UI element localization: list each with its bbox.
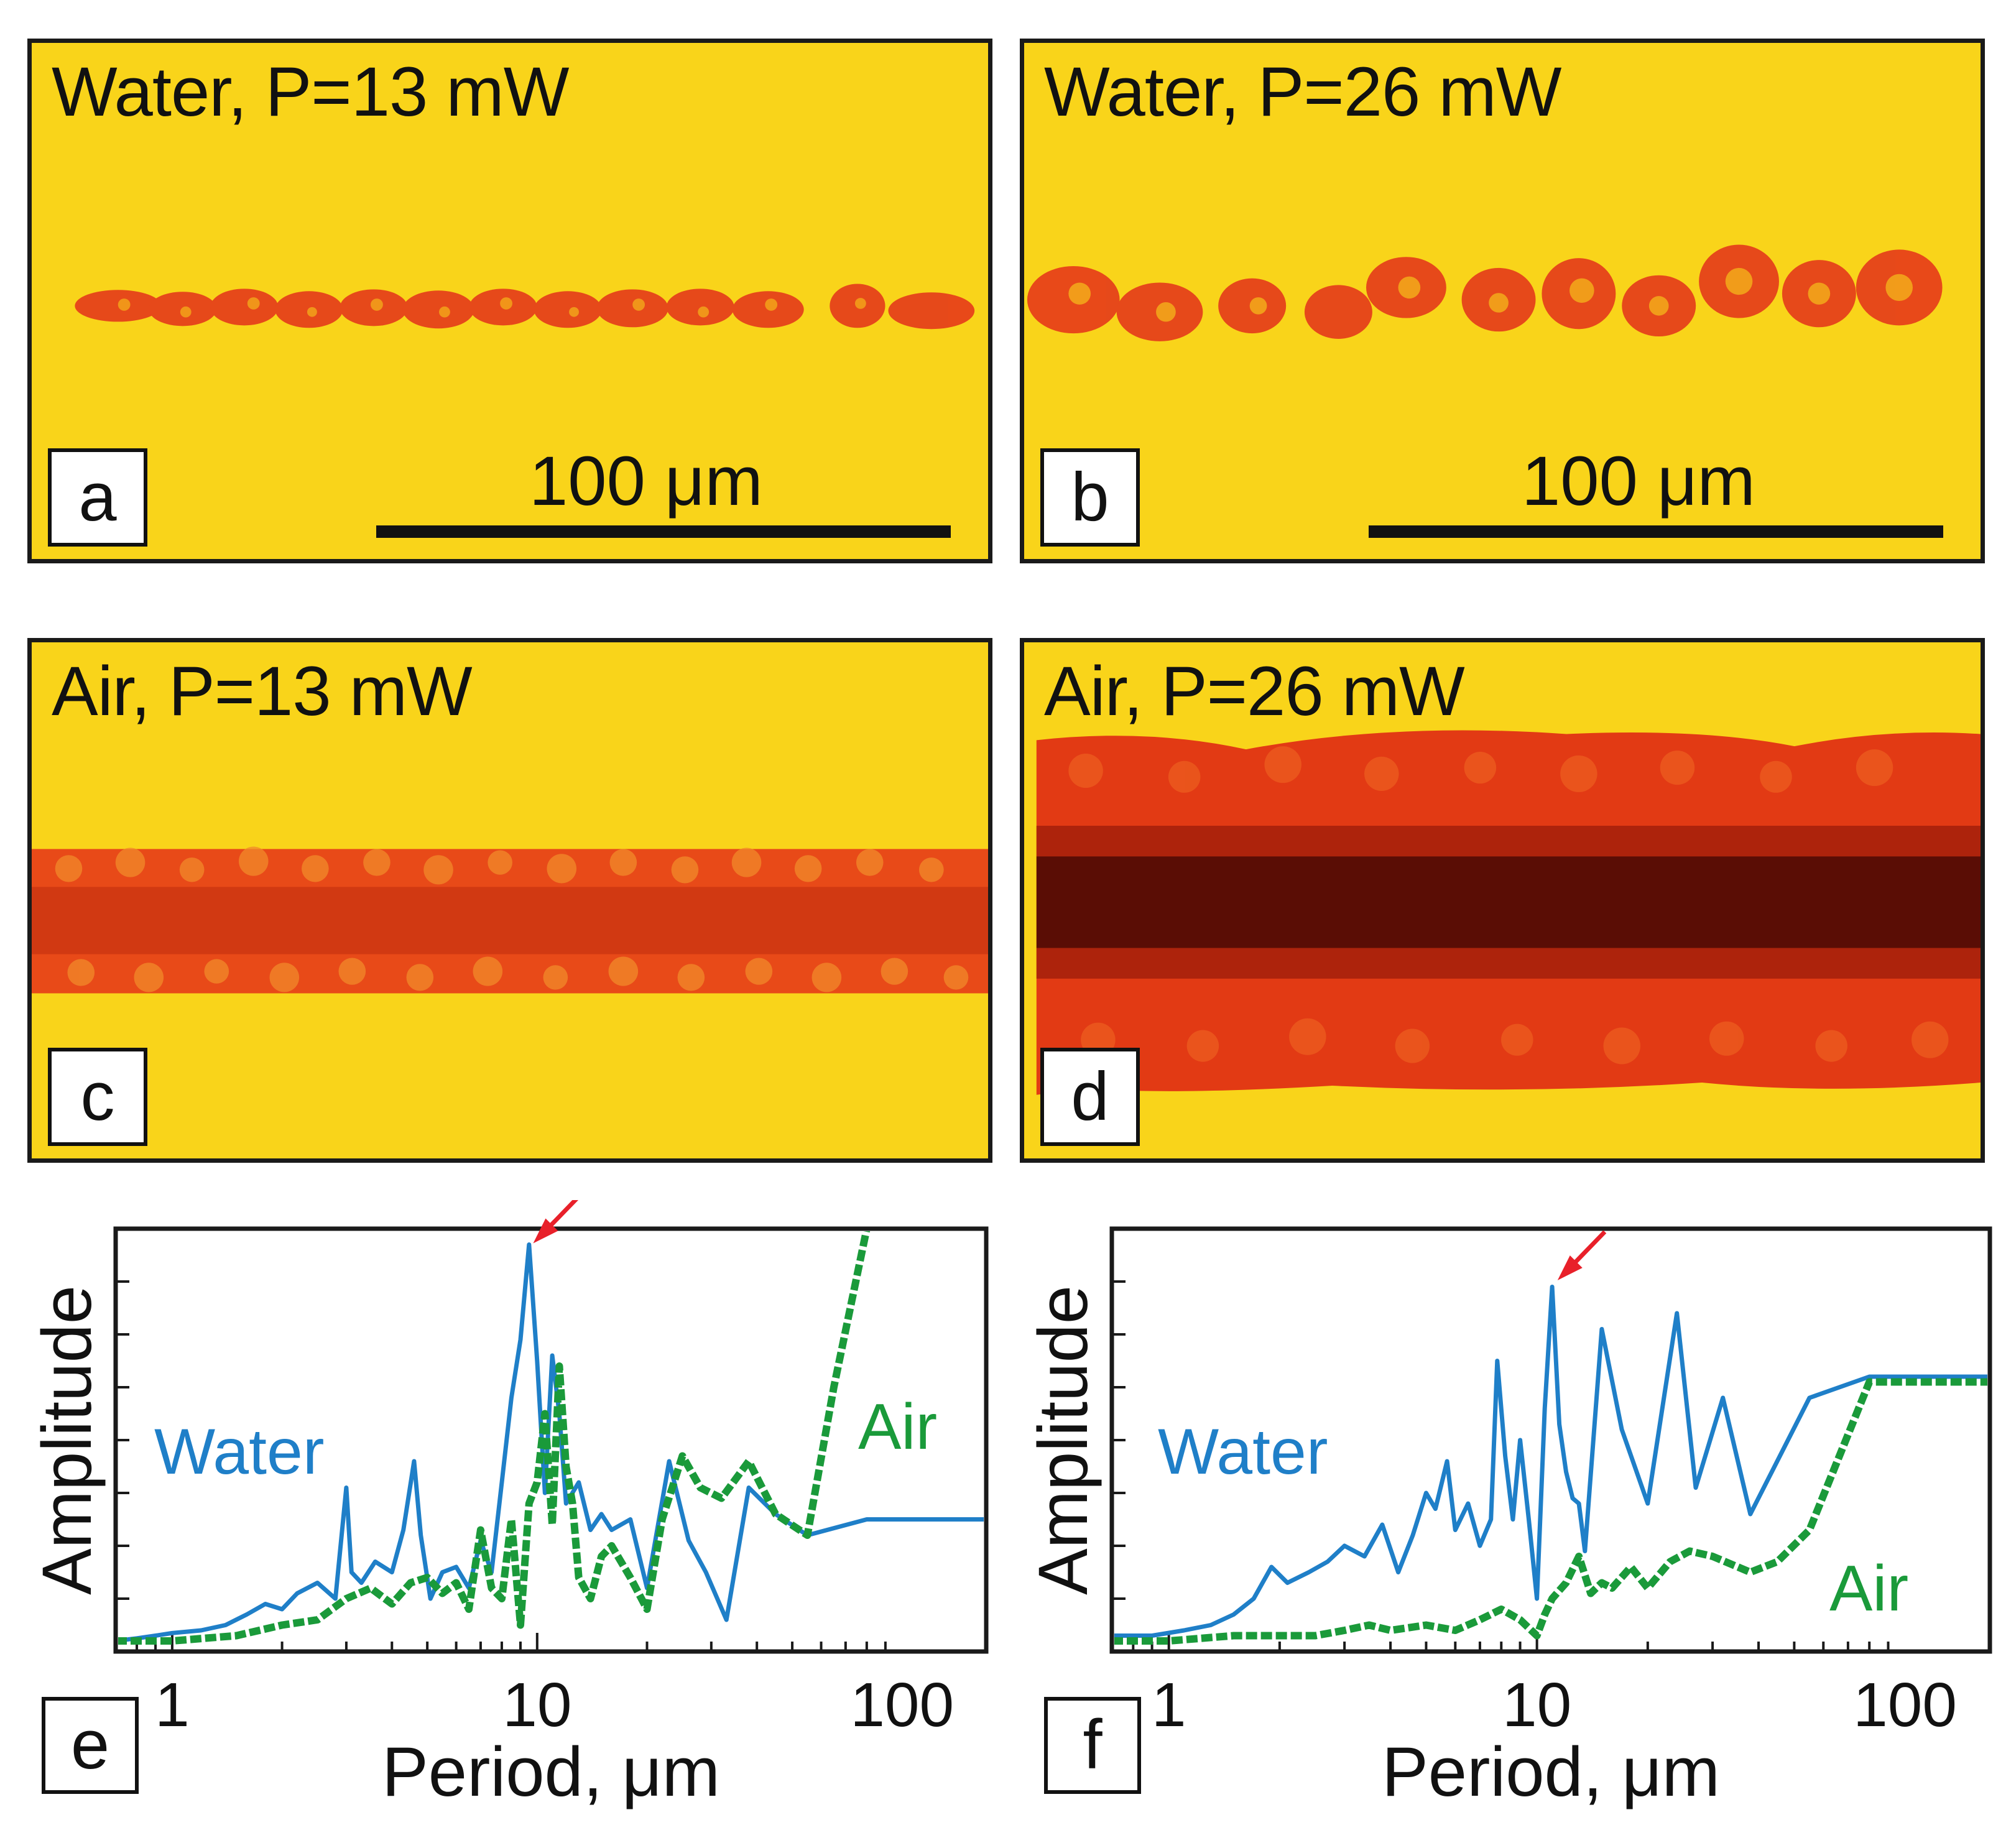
series-label-air: Air [1829, 1553, 1908, 1625]
y-axis-title: Amplitude [1024, 1285, 1102, 1595]
panel-label-f: f [1083, 1706, 1103, 1783]
x-axis-title: Period, μm [382, 1733, 720, 1811]
panel-d-title: Air, P=26 mW [1044, 652, 1465, 730]
micrograph-image-d [1024, 642, 1981, 1158]
micrograph-panel-a: Water, P=13 mW a 100 μm [27, 39, 992, 563]
panel-a-title: Water, P=13 mW [52, 53, 569, 131]
panel-b-scale-bar-label: 100 μm [1522, 442, 1755, 520]
x-tick-label: 10 [1502, 1670, 1571, 1740]
series-line-air [118, 1231, 871, 1645]
series-label-water: Water [1158, 1416, 1328, 1488]
series-label-air: Air [858, 1391, 937, 1463]
panel-a-scale-bar-label: 100 μm [529, 442, 763, 520]
micrograph-image-c [32, 642, 988, 1158]
panel-b-scale-bar [1369, 525, 1943, 538]
y-axis-title: Amplitude [28, 1285, 106, 1595]
panel-label-box [1044, 1697, 1141, 1794]
x-tick-label: 1 [155, 1670, 190, 1740]
panel-a-scale-bar [376, 525, 951, 538]
x-tick-label: 10 [502, 1670, 571, 1740]
micrograph-image-b [1024, 43, 1981, 559]
series-label-water: Water [154, 1416, 325, 1488]
chart-f: 1 10 100 Period, μm Amplitude Water Air f [1024, 1226, 1992, 1811]
panel-b-title: Water, P=26 mW [1044, 53, 1561, 131]
series-line-air [1114, 1378, 1987, 1645]
panel-c-title: Air, P=13 mW [52, 652, 473, 730]
panel-d-label: d [1040, 1048, 1140, 1146]
panel-a-label: a [48, 448, 147, 547]
panel-c-label: c [48, 1048, 147, 1146]
panel-b-label: b [1040, 448, 1140, 547]
x-axis-title: Period, μm [1382, 1733, 1720, 1811]
peak-arrow-head [533, 1218, 558, 1244]
x-tick-label: 100 [850, 1670, 954, 1740]
chart-e: 1 10 100 Period, μm Amplitude Water Air e [28, 1200, 989, 1811]
micrograph-image-a [32, 43, 988, 559]
micrograph-panel-b: Water, P=26 mW b 100 μm [1020, 39, 1985, 563]
peak-arrow-head [1557, 1255, 1583, 1280]
series-line-water [1114, 1285, 1987, 1638]
x-tick-label: 1 [1152, 1670, 1186, 1740]
panel-label-e: e [71, 1706, 109, 1783]
x-tick-label: 100 [1853, 1670, 1957, 1740]
micrograph-panel-c: Air, P=13 mW c [27, 638, 992, 1163]
panel-label-box [42, 1697, 139, 1794]
micrograph-panel-d: Air, P=26 mW d [1020, 638, 1985, 1163]
